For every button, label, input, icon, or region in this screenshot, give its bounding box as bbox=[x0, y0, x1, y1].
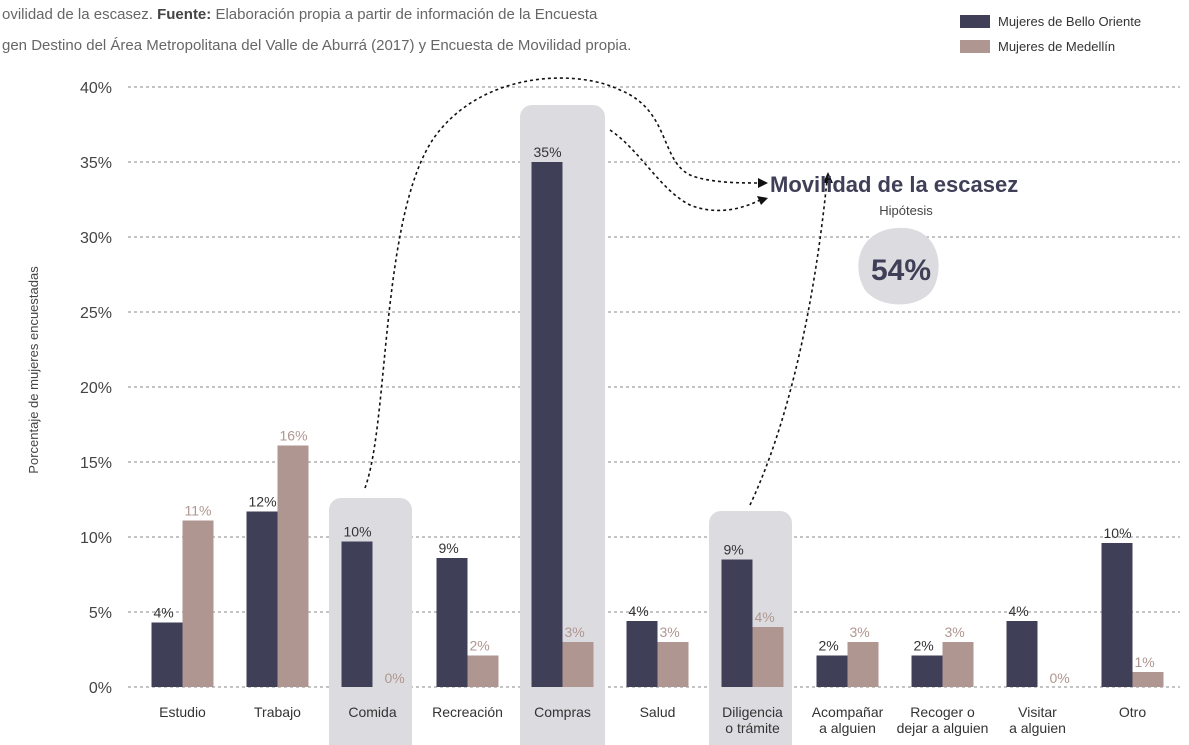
value-label: 10% bbox=[1104, 525, 1132, 541]
caption-part: Fuente: bbox=[157, 6, 211, 23]
value-label: 0% bbox=[385, 670, 405, 686]
y-tick-label: 25% bbox=[80, 305, 112, 322]
x-tick-label: Recreación bbox=[432, 704, 503, 720]
value-label: 9% bbox=[439, 540, 459, 556]
value-label: 3% bbox=[660, 624, 680, 640]
annotation: Movilidad de la escasez bbox=[770, 172, 1018, 197]
caption-part: ovilidad de la escasez. bbox=[2, 6, 153, 23]
value-label: 2% bbox=[819, 638, 839, 654]
x-tick-label: Diligencia o trámite bbox=[722, 704, 783, 736]
bar bbox=[467, 655, 499, 687]
y-tick-label: 0% bbox=[89, 680, 112, 697]
x-tick-label: Trabajo bbox=[254, 704, 301, 720]
legend-label: Mujeres de Medellín bbox=[998, 39, 1115, 54]
caption: gen Destino del Área Metropolitana del V… bbox=[2, 37, 631, 54]
legend-label: Mujeres de Bello Oriente bbox=[998, 14, 1141, 29]
legend-swatch bbox=[960, 40, 990, 53]
bar bbox=[277, 445, 309, 687]
value-label: 0% bbox=[1050, 670, 1070, 686]
x-tick-label: Compras bbox=[534, 704, 591, 720]
x-tick-label: Comida bbox=[348, 704, 397, 720]
bar bbox=[847, 642, 879, 687]
bar bbox=[1132, 672, 1164, 687]
y-tick-label: 30% bbox=[80, 230, 112, 247]
bar bbox=[626, 621, 658, 687]
value-label: 35% bbox=[534, 144, 562, 160]
bar bbox=[151, 622, 183, 687]
bar bbox=[531, 162, 563, 687]
bar bbox=[182, 520, 214, 687]
value-label: 1% bbox=[1135, 654, 1155, 670]
arrows bbox=[364, 77, 828, 506]
x-tick-label: Visitar a alguien bbox=[1009, 704, 1066, 736]
value-label: 4% bbox=[629, 603, 649, 619]
y-tick-label: 15% bbox=[80, 455, 112, 472]
x-tick-label: Acompañar a alguien bbox=[811, 704, 884, 736]
y-tick-label: 10% bbox=[80, 530, 112, 547]
annotation: Hipótesis bbox=[879, 203, 933, 218]
bar bbox=[721, 559, 753, 687]
caption: ovilidad de la escasez. Fuente: Elaborac… bbox=[2, 6, 598, 23]
bar bbox=[436, 558, 468, 687]
y-tick-label: 35% bbox=[80, 155, 112, 172]
value-label: 2% bbox=[914, 638, 934, 654]
value-label: 9% bbox=[724, 542, 744, 558]
value-label: 3% bbox=[945, 624, 965, 640]
bar bbox=[1006, 621, 1038, 687]
bar bbox=[1101, 543, 1133, 687]
value-label: 4% bbox=[154, 605, 174, 621]
bar bbox=[752, 627, 784, 687]
x-tick-label: Estudio bbox=[159, 704, 206, 720]
annotation: 54% bbox=[871, 254, 931, 287]
bar bbox=[816, 655, 848, 687]
bar bbox=[246, 511, 278, 687]
y-tick-label: 20% bbox=[80, 380, 112, 397]
legend-swatch bbox=[960, 15, 990, 28]
y-tick-label: 5% bbox=[89, 605, 112, 622]
bar bbox=[942, 642, 974, 687]
caption-part: Elaboración propia a partir de informaci… bbox=[215, 6, 598, 23]
value-label: 3% bbox=[565, 624, 585, 640]
bar bbox=[562, 642, 594, 687]
value-label: 4% bbox=[755, 609, 775, 625]
y-tick-label: 40% bbox=[80, 80, 112, 97]
bar bbox=[657, 642, 689, 687]
value-label: 4% bbox=[1009, 603, 1029, 619]
value-label: 12% bbox=[249, 494, 277, 510]
bar bbox=[911, 655, 943, 687]
arrowheads bbox=[757, 172, 833, 205]
x-tick-label: Recoger o dejar a alguien bbox=[896, 704, 989, 736]
value-label: 10% bbox=[344, 524, 372, 540]
value-label: 11% bbox=[185, 503, 212, 519]
bar bbox=[341, 541, 373, 687]
x-tick-label: Otro bbox=[1118, 704, 1147, 720]
blob bbox=[858, 227, 939, 305]
value-label: 3% bbox=[850, 624, 870, 640]
y-axis-label: Porcentaje de mujeres encuestadas bbox=[26, 266, 41, 474]
x-tick-label: Salud bbox=[639, 704, 676, 720]
value-label: 16% bbox=[280, 428, 308, 444]
value-label: 2% bbox=[470, 638, 490, 654]
